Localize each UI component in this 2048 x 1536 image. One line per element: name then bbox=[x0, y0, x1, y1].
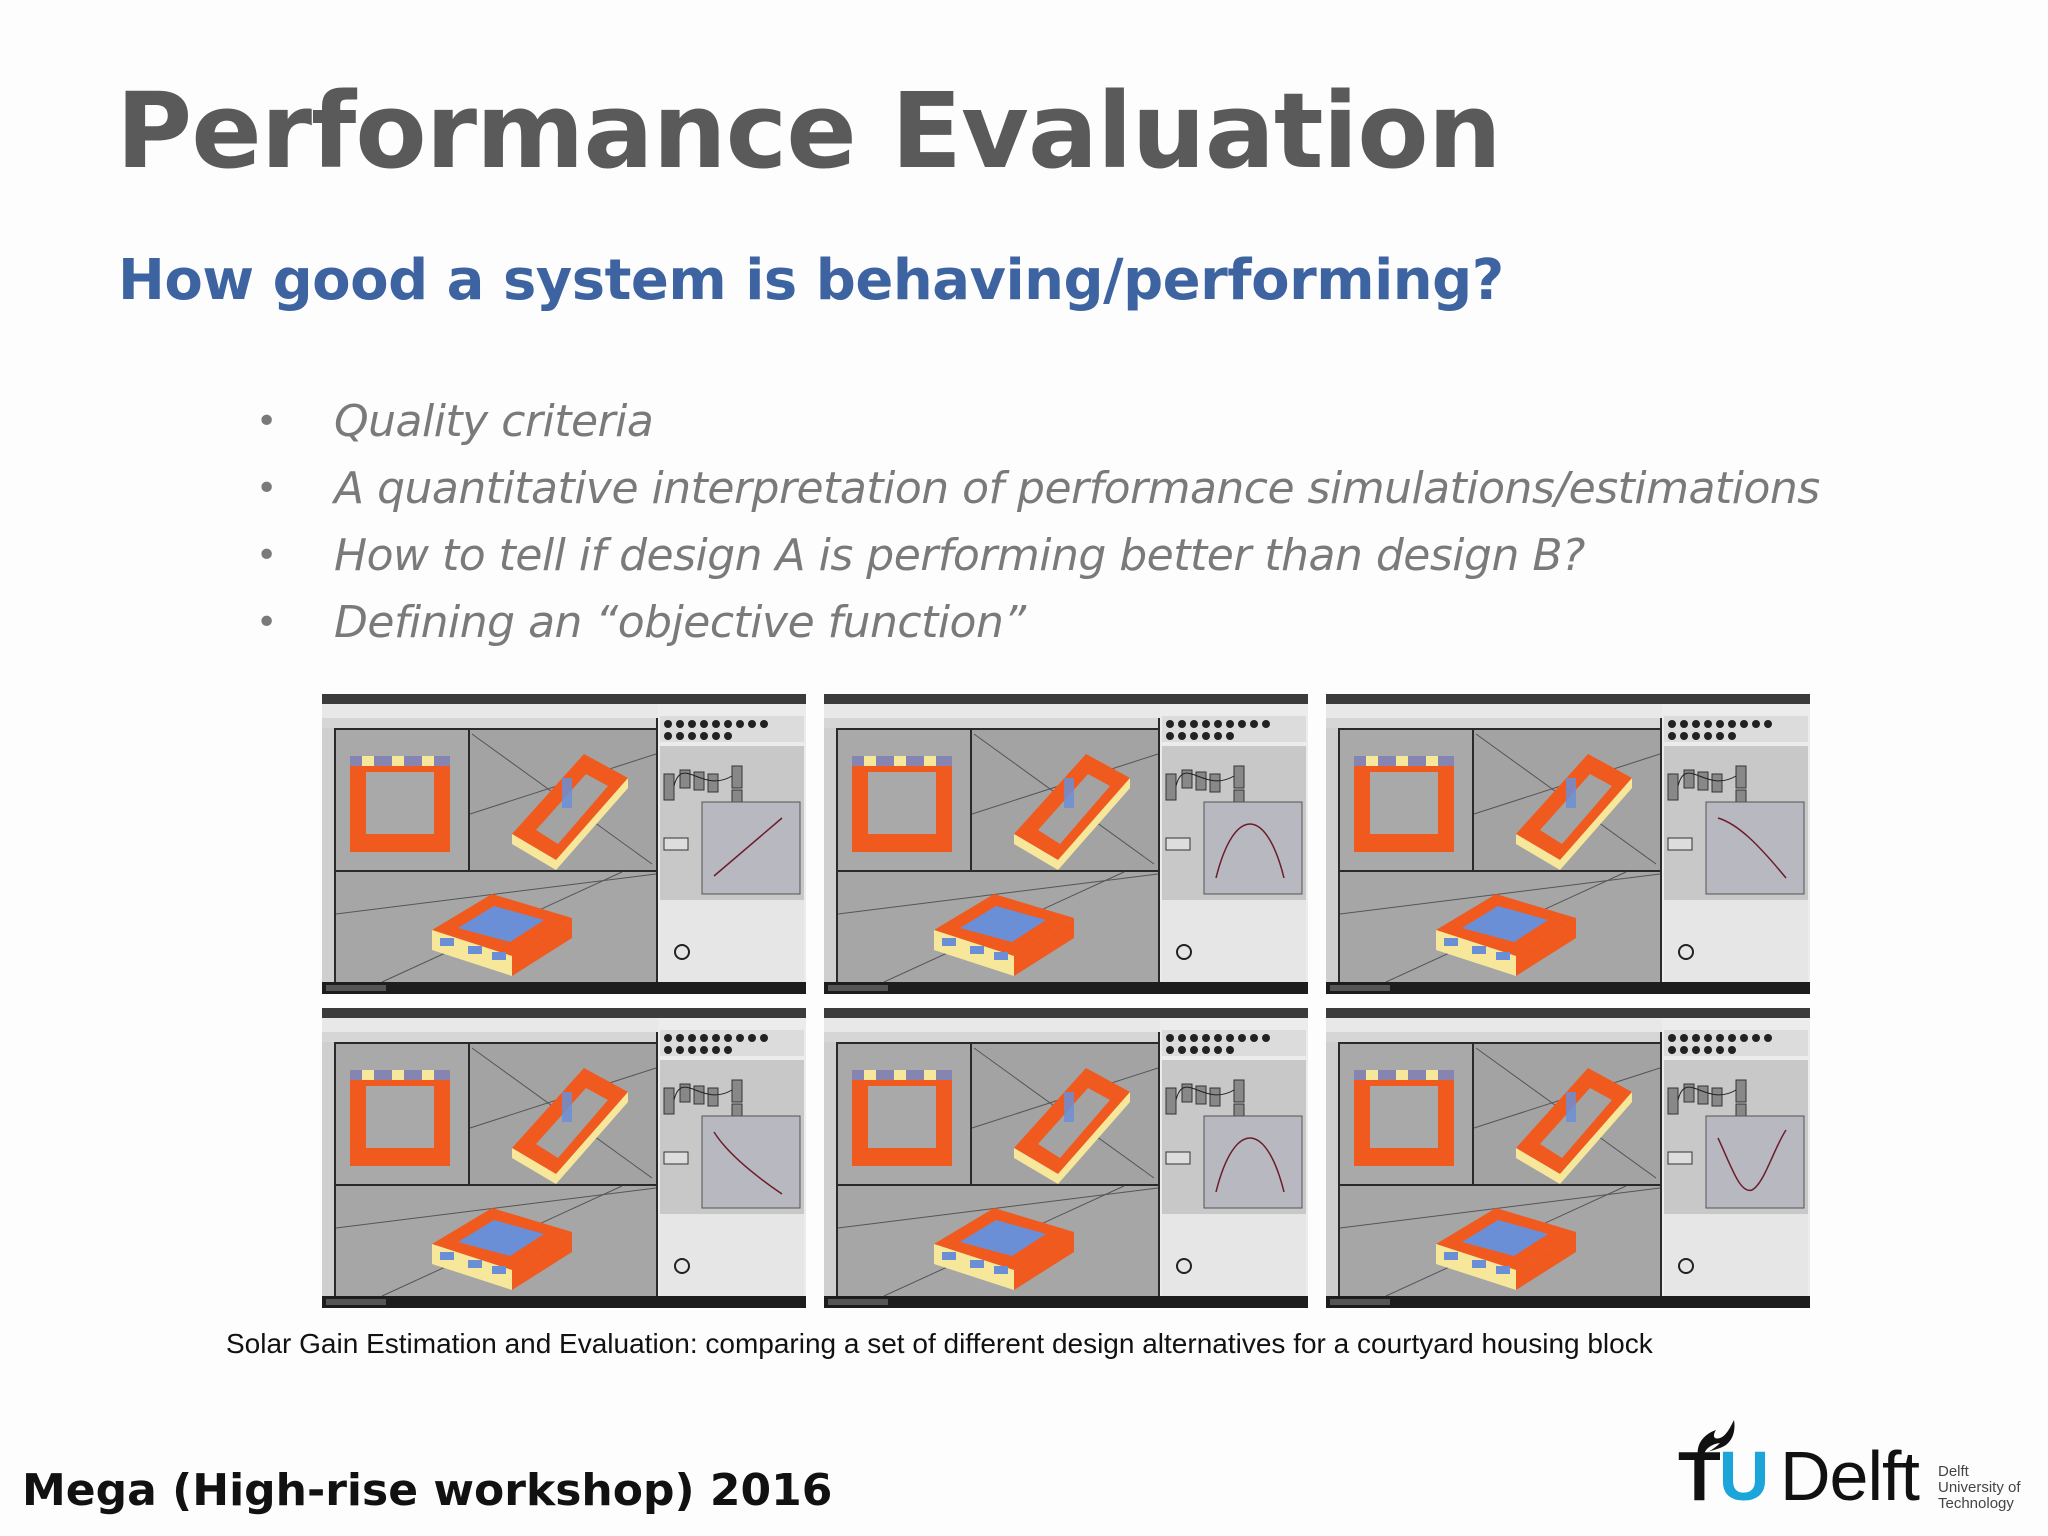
bullet-text: Quality criteria bbox=[334, 396, 654, 447]
bullet-item: • Quality criteria bbox=[250, 388, 1820, 455]
screenshot-grid bbox=[322, 694, 1810, 1314]
software-screenshot-5 bbox=[824, 1008, 1308, 1308]
software-screenshot-4 bbox=[322, 1008, 806, 1308]
slide-title: Performance Evaluation bbox=[116, 70, 1502, 192]
footer-text: Mega (High-rise workshop) 2016 bbox=[22, 1465, 833, 1516]
rhino-grasshopper-view bbox=[1326, 694, 1810, 994]
bullet-icon: • bbox=[256, 602, 277, 643]
bullet-text: Defining an “objective function” bbox=[334, 597, 1026, 648]
software-screenshot-2 bbox=[824, 694, 1308, 994]
rhino-grasshopper-view bbox=[1326, 1008, 1810, 1308]
bullet-item: • A quantitative interpretation of perfor… bbox=[250, 455, 1820, 522]
bullet-icon: • bbox=[256, 401, 277, 442]
bullet-text: How to tell if design A is performing be… bbox=[334, 530, 1585, 581]
software-screenshot-1 bbox=[322, 694, 806, 994]
tudelft-logo: TU Delft Delft University of Technology bbox=[1676, 1418, 2026, 1518]
logo-tu: TU bbox=[1678, 1437, 1769, 1515]
slide-subtitle: How good a system is behaving/performing… bbox=[118, 248, 1504, 313]
figure-caption: Solar Gain Estimation and Evaluation: co… bbox=[226, 1328, 1653, 1359]
bullet-text: A quantitative interpretation of perform… bbox=[334, 463, 1820, 514]
software-screenshot-6 bbox=[1326, 1008, 1810, 1308]
rhino-grasshopper-view bbox=[322, 1008, 806, 1308]
bullet-list: • Quality criteria • A quantitative interp… bbox=[250, 388, 1820, 656]
bullet-item: • Defining an “objective function” bbox=[250, 589, 1820, 656]
rhino-grasshopper-view bbox=[322, 694, 806, 994]
bullet-icon: • bbox=[256, 468, 277, 509]
logo-institution: Delft University of Technology bbox=[1938, 1463, 2021, 1512]
logo-delft: Delft bbox=[1780, 1437, 1920, 1515]
software-screenshot-3 bbox=[1326, 694, 1810, 994]
rhino-grasshopper-view bbox=[824, 1008, 1308, 1308]
flame-icon bbox=[1697, 1420, 1735, 1456]
rhino-grasshopper-view bbox=[824, 694, 1308, 994]
bullet-icon: • bbox=[256, 535, 277, 576]
bullet-item: • How to tell if design A is performing b… bbox=[250, 522, 1820, 589]
